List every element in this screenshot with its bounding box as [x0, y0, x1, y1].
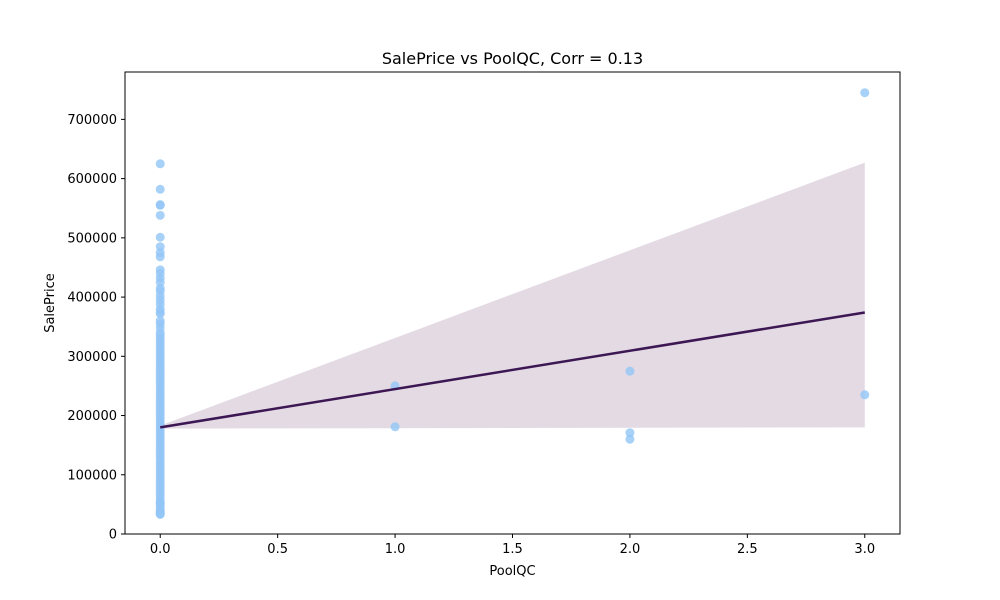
y-tick-label: 400000: [67, 291, 117, 306]
scatter-point: [155, 252, 165, 262]
x-tick-label: 1.5: [502, 542, 523, 557]
regression-line-layer: [160, 311, 865, 429]
scatter-point: [625, 434, 635, 444]
scatter-point: [155, 159, 165, 169]
x-tick-label: 2.5: [737, 542, 758, 557]
y-axis-ticks: 0 100000 200000 300000 400000 500000 600000 700…: [67, 113, 125, 543]
y-tick-label: 300000: [67, 350, 117, 365]
x-tick-label: 1.0: [385, 542, 406, 557]
x-axis-label: PoolQC: [489, 564, 535, 579]
y-tick-label: 500000: [67, 231, 117, 246]
x-tick-label: 0.0: [150, 542, 171, 557]
scatter-point: [625, 428, 635, 438]
scatter-point: [155, 200, 165, 210]
scatter-points-layer: [155, 88, 870, 519]
scatter-point: [625, 366, 635, 376]
x-tick-label: 3.0: [854, 542, 875, 557]
scatter-point: [155, 232, 165, 242]
x-tick-label: 0.5: [267, 542, 288, 557]
y-axis-label: SalePrice: [43, 273, 58, 333]
scatter-point: [155, 210, 165, 220]
scatter-point: [155, 309, 165, 319]
y-tick-label: 200000: [67, 409, 117, 424]
scatter-point: [860, 88, 870, 98]
y-tick-label: 600000: [67, 172, 117, 187]
scatter-point: [155, 184, 165, 194]
regression-line: [160, 311, 865, 429]
confidence-band-layer: [160, 162, 865, 429]
chart-title: SalePrice vs PoolQC, Corr = 0.13: [382, 49, 643, 68]
scatter-point: [390, 422, 400, 432]
y-tick-label: 100000: [67, 468, 117, 483]
x-tick-label: 2.0: [620, 542, 641, 557]
scatter-point: [155, 509, 165, 519]
x-axis-ticks: 0.0 0.5 1.0 1.5 2.0 2.5 3.0: [150, 534, 875, 557]
scatter-point: [860, 390, 870, 400]
confidence-band: [160, 162, 865, 429]
y-tick-label: 700000: [67, 113, 117, 128]
y-tick-label: 0: [109, 528, 117, 543]
